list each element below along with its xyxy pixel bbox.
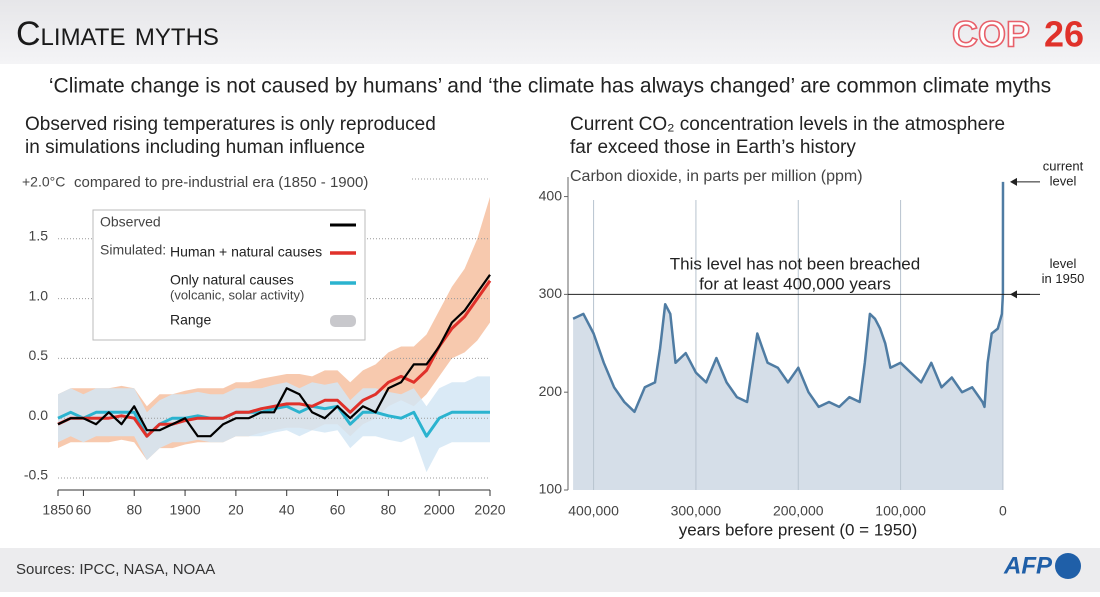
y-tick-label: 1.0 xyxy=(29,287,49,303)
x-tick-label: 2000 xyxy=(424,502,455,518)
chart-title: in simulations including human influence xyxy=(25,137,365,158)
x-axis-label: years before present (0 = 1950) xyxy=(679,520,918,539)
subtitle: ‘Climate change is not caused by humans’… xyxy=(49,75,1051,98)
annotation: compared to pre-industrial era (1850 - 1… xyxy=(74,174,368,191)
y-tick-label: 0.5 xyxy=(29,347,49,363)
y-tick-label: 1.5 xyxy=(29,228,49,244)
y-tick-label: 400 xyxy=(539,187,563,203)
chart-title: far exceed those in Earth’s history xyxy=(570,137,856,158)
source: Sources: IPCC, NASA, NOAA xyxy=(16,561,215,578)
reference-label: This level has not been breached xyxy=(670,254,920,273)
afp-logo: AFP xyxy=(1003,552,1053,579)
y-tick-label: 100 xyxy=(539,481,563,497)
afp-logo-dot xyxy=(1055,553,1081,579)
legend-note: (volcanic, solar activity) xyxy=(170,287,304,302)
x-tick-label: 400,000 xyxy=(568,503,619,519)
x-tick-label: 40 xyxy=(279,502,295,518)
area-fill xyxy=(573,181,1003,490)
co2-chart: Current CO₂ concentration levels in the … xyxy=(539,114,1085,539)
series-line xyxy=(57,274,491,438)
legend-label: Observed xyxy=(100,214,161,230)
annotation-text: in 1950 xyxy=(1042,271,1085,286)
series-line xyxy=(57,279,492,438)
legend-label: Human + natural causes xyxy=(170,244,322,260)
x-tick-label: 60 xyxy=(330,502,346,518)
footer-band xyxy=(0,548,1100,592)
y-tick-label: 0.0 xyxy=(29,407,49,423)
reference-label: for at least 400,000 years xyxy=(699,274,891,293)
chart-title: Current CO₂ concentration levels in the … xyxy=(570,114,1005,135)
annotation-text: level xyxy=(1050,256,1077,271)
legend-prefix: Simulated: xyxy=(100,242,166,258)
x-tick-label: 80 xyxy=(381,502,397,518)
x-tick-label: 1900 xyxy=(169,502,200,518)
page-title: Climate myths xyxy=(16,15,219,53)
x-tick-label: 20 xyxy=(228,502,244,518)
x-tick-label: 1850 xyxy=(42,502,73,518)
annotation-text: current xyxy=(1043,158,1084,173)
x-tick-label: 80 xyxy=(126,502,142,518)
y-tick-label: 300 xyxy=(539,285,563,301)
chart-title: Observed rising temperatures is only rep… xyxy=(25,114,436,135)
x-tick-label: 0 xyxy=(999,503,1007,519)
logo-number: 26 xyxy=(1044,14,1084,55)
annotation-text: level xyxy=(1050,173,1077,188)
y-tick-label: +2.0°C xyxy=(22,174,65,190)
annotation-arrowhead xyxy=(1010,177,1017,186)
legend-swatch xyxy=(330,315,356,327)
x-tick-label: 200,000 xyxy=(773,503,824,519)
header-band xyxy=(0,0,1100,64)
x-tick-label: 60 xyxy=(76,502,92,518)
temperature-chart: Observed rising temperatures is only rep… xyxy=(22,114,506,518)
y-tick-label: 200 xyxy=(539,383,563,399)
y-tick-label: -0.5 xyxy=(24,467,48,483)
legend-box xyxy=(92,209,366,341)
annotation-arrowhead xyxy=(1010,290,1017,299)
x-tick-label: 100,000 xyxy=(875,503,926,519)
legend-label: Range xyxy=(170,312,211,328)
x-tick-label: 300,000 xyxy=(671,503,722,519)
logo-cop: COP xyxy=(952,14,1030,55)
x-tick-label: 2020 xyxy=(474,502,505,518)
legend-label: Only natural causes xyxy=(170,272,294,288)
area-line xyxy=(572,181,1005,414)
y-axis-label: Carbon dioxide, in parts per million (pp… xyxy=(570,168,863,185)
